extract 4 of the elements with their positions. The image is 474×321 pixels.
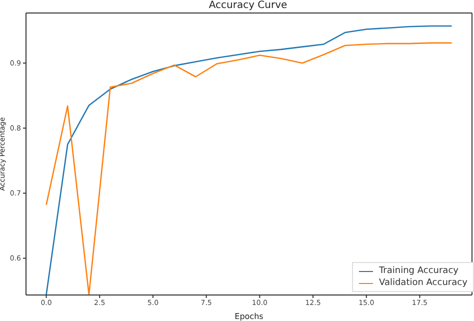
- legend-label: Validation Accuracy: [379, 277, 468, 289]
- chart-title: Accuracy Curve: [208, 0, 288, 11]
- x-axis-title: Epochs: [234, 312, 264, 321]
- legend-label: Training Accuracy: [379, 265, 458, 277]
